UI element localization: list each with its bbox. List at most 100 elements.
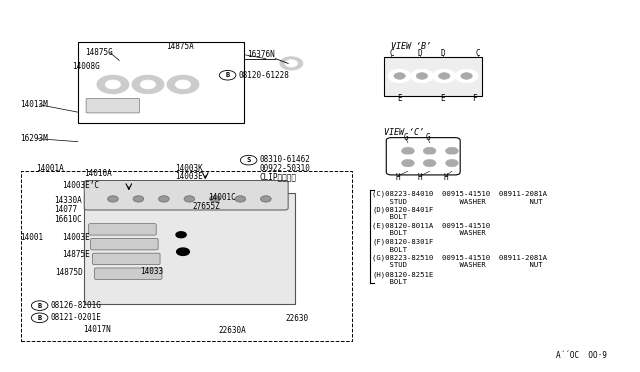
Circle shape — [133, 196, 143, 202]
Text: 14003E’C: 14003E’C — [62, 182, 99, 190]
Text: 16293M: 16293M — [20, 134, 48, 143]
Circle shape — [438, 143, 466, 159]
Text: (G)08223-82510  00915-41510  08911-2081A: (G)08223-82510 00915-41510 08911-2081A — [372, 255, 547, 261]
Circle shape — [388, 69, 411, 83]
Text: E: E — [397, 94, 402, 103]
FancyBboxPatch shape — [89, 224, 156, 235]
Text: 14001: 14001 — [20, 233, 44, 242]
Circle shape — [159, 196, 169, 202]
FancyBboxPatch shape — [86, 99, 140, 113]
Circle shape — [210, 196, 220, 202]
Circle shape — [438, 73, 450, 79]
Circle shape — [97, 75, 129, 94]
Text: (H)08120-8251E: (H)08120-8251E — [372, 271, 433, 278]
Circle shape — [401, 147, 414, 155]
Circle shape — [423, 147, 436, 155]
Circle shape — [455, 69, 478, 83]
Text: 14001C: 14001C — [209, 193, 236, 202]
Text: 14003E: 14003E — [175, 172, 202, 181]
Text: 08310-61462: 08310-61462 — [259, 155, 310, 164]
Text: 14875E: 14875E — [62, 250, 90, 259]
FancyBboxPatch shape — [93, 253, 160, 264]
Text: C: C — [389, 49, 394, 58]
Circle shape — [108, 196, 118, 202]
Text: G: G — [404, 133, 408, 142]
Text: BOLT: BOLT — [372, 279, 407, 285]
Text: S: S — [246, 157, 251, 163]
Text: 08121-0201E: 08121-0201E — [51, 313, 101, 322]
Circle shape — [285, 60, 298, 67]
FancyBboxPatch shape — [91, 238, 158, 250]
Circle shape — [438, 155, 466, 171]
Text: 14003E: 14003E — [62, 233, 90, 242]
Text: B: B — [38, 303, 42, 309]
Text: 14010A: 14010A — [84, 169, 112, 177]
Text: (C)08223-84010  00915-41510  08911-2081A: (C)08223-84010 00915-41510 08911-2081A — [372, 191, 547, 198]
Text: 14875A: 14875A — [166, 42, 193, 51]
Text: E: E — [441, 94, 445, 103]
Circle shape — [433, 69, 456, 83]
Circle shape — [236, 196, 246, 202]
Text: CLIPクリップ: CLIPクリップ — [259, 173, 296, 182]
Circle shape — [280, 57, 303, 70]
Text: 14875D: 14875D — [56, 268, 83, 277]
Circle shape — [445, 160, 458, 167]
Circle shape — [140, 80, 156, 89]
Text: H: H — [418, 173, 422, 182]
Circle shape — [132, 75, 164, 94]
Circle shape — [410, 69, 433, 83]
Circle shape — [105, 80, 120, 89]
Text: C: C — [476, 49, 481, 58]
Text: VIEW ‘B’: VIEW ‘B’ — [392, 42, 431, 51]
Text: F: F — [472, 94, 477, 103]
Text: H: H — [396, 173, 400, 182]
Text: 22630A: 22630A — [218, 326, 246, 335]
Text: 14008G: 14008G — [72, 61, 100, 71]
Text: 14033: 14033 — [140, 267, 163, 276]
Text: D: D — [418, 49, 422, 58]
Text: H: H — [444, 173, 448, 182]
Text: 08126-8201G: 08126-8201G — [51, 301, 101, 310]
Text: 14875G: 14875G — [85, 48, 113, 57]
Text: BOLT: BOLT — [372, 247, 407, 253]
Circle shape — [416, 73, 428, 79]
Text: 00922-50310: 00922-50310 — [259, 164, 310, 173]
Text: 14001A: 14001A — [36, 164, 64, 173]
Text: 16610C: 16610C — [54, 215, 81, 224]
Circle shape — [394, 73, 405, 79]
Text: 14003K: 14003K — [175, 164, 202, 173]
Circle shape — [423, 160, 436, 167]
Circle shape — [415, 155, 444, 171]
Text: (D)08120-8401F: (D)08120-8401F — [372, 207, 433, 213]
Circle shape — [461, 73, 472, 79]
Circle shape — [167, 75, 199, 94]
Text: BOLT: BOLT — [372, 214, 407, 220]
FancyBboxPatch shape — [95, 268, 162, 279]
Text: VIEW ‘C’: VIEW ‘C’ — [384, 128, 424, 137]
Text: (E)08120-8011A  00915-41510: (E)08120-8011A 00915-41510 — [372, 222, 490, 229]
Text: B: B — [38, 315, 42, 321]
Text: 14017N: 14017N — [83, 325, 111, 334]
Bar — [384, 57, 483, 96]
Text: STUD            WASHER          NUT: STUD WASHER NUT — [372, 262, 543, 268]
Text: 08120-61228: 08120-61228 — [239, 71, 289, 80]
Text: STUD            WASHER          NUT: STUD WASHER NUT — [372, 199, 543, 205]
Text: 27655Z: 27655Z — [193, 202, 220, 211]
Text: 16376N: 16376N — [246, 51, 275, 60]
Circle shape — [184, 196, 195, 202]
Text: B: B — [225, 72, 230, 78]
Text: D: D — [441, 49, 445, 58]
Circle shape — [177, 248, 189, 256]
Circle shape — [260, 196, 271, 202]
Text: BOLT            WASHER: BOLT WASHER — [372, 230, 486, 236]
Circle shape — [175, 80, 191, 89]
Circle shape — [394, 155, 422, 171]
Text: (F)08120-8301F: (F)08120-8301F — [372, 239, 433, 246]
Text: 14013M: 14013M — [20, 100, 48, 109]
Circle shape — [401, 160, 414, 167]
FancyBboxPatch shape — [84, 180, 288, 210]
Circle shape — [176, 232, 186, 238]
FancyBboxPatch shape — [84, 193, 294, 304]
Text: 14330A: 14330A — [54, 196, 81, 205]
Circle shape — [445, 147, 458, 155]
